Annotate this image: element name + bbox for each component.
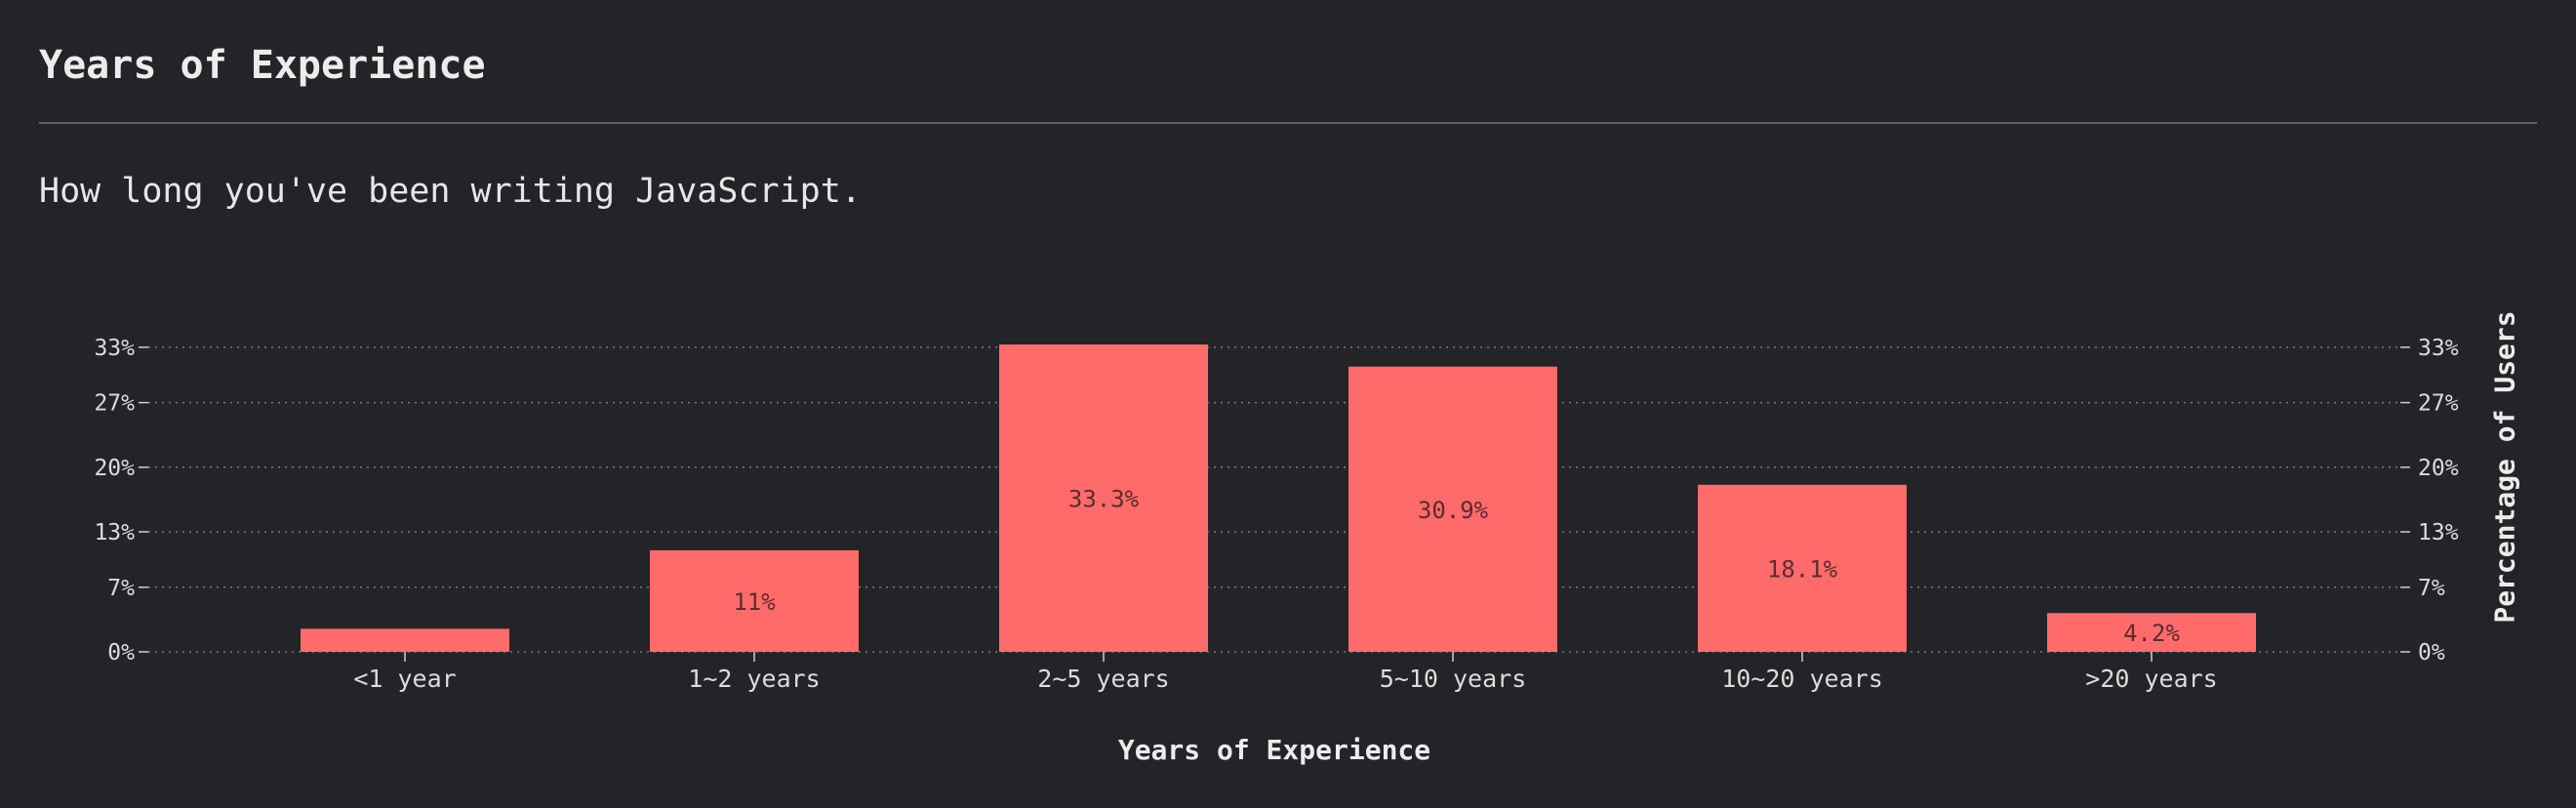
bar-value-label: 11% [733,588,776,616]
bar-value-label: 33.3% [1068,486,1140,513]
x-tick-label: 10~20 years [1721,665,1883,693]
y-axis-title: Percentage of Users [2489,310,2521,623]
title-divider [39,122,2537,124]
x-tick-label: >20 years [2085,665,2217,693]
right-tick-label: 0% [2418,640,2445,666]
bar [650,549,859,652]
bars [301,344,2256,652]
left-tick-label: 20% [94,456,135,481]
left-tick-label: 27% [94,391,135,417]
bar [301,628,509,652]
bar [1698,484,1907,652]
page-title: Years of Experience [39,43,486,88]
right-tick-label: 27% [2418,391,2459,417]
x-axis-title: Years of Experience [1118,734,1430,766]
bar-value-label: 4.2% [2123,620,2180,647]
right-tick-label: 20% [2418,456,2459,481]
right-tick-label: 13% [2418,520,2459,545]
grid-lines [148,346,2400,653]
bar [1348,366,1557,652]
bar-value-labels: 11% 33.3% 30.9% 18.1% 4.2% [733,486,2180,648]
right-y-axis: 0% 7% 13% 20% 27% 33% [2400,336,2459,666]
left-y-axis: 0% 7% 13% 20% 27% 33% [94,336,148,666]
x-axis: <1 year 1~2 years 2~5 years 5~10 years 10~20… [353,652,2218,693]
left-tick-label: 13% [94,520,135,545]
bar [2047,613,2256,652]
x-tick-label: <1 year [353,665,456,693]
x-tick-label: 2~5 years [1037,665,1169,693]
left-tick-label: 0% [107,640,135,666]
bar-value-label: 18.1% [1767,555,1838,583]
x-tick-label: 5~10 years [1380,665,1527,693]
left-tick-label: 7% [107,576,135,601]
left-tick-label: 33% [94,336,135,361]
right-tick-label: 33% [2418,336,2459,361]
right-tick-label: 7% [2418,576,2445,601]
x-tick-label: 1~2 years [688,665,820,693]
bar [999,344,1208,652]
bar-value-label: 30.9% [1418,497,1489,524]
page-subtitle: How long you've been writing JavaScript. [39,172,862,211]
